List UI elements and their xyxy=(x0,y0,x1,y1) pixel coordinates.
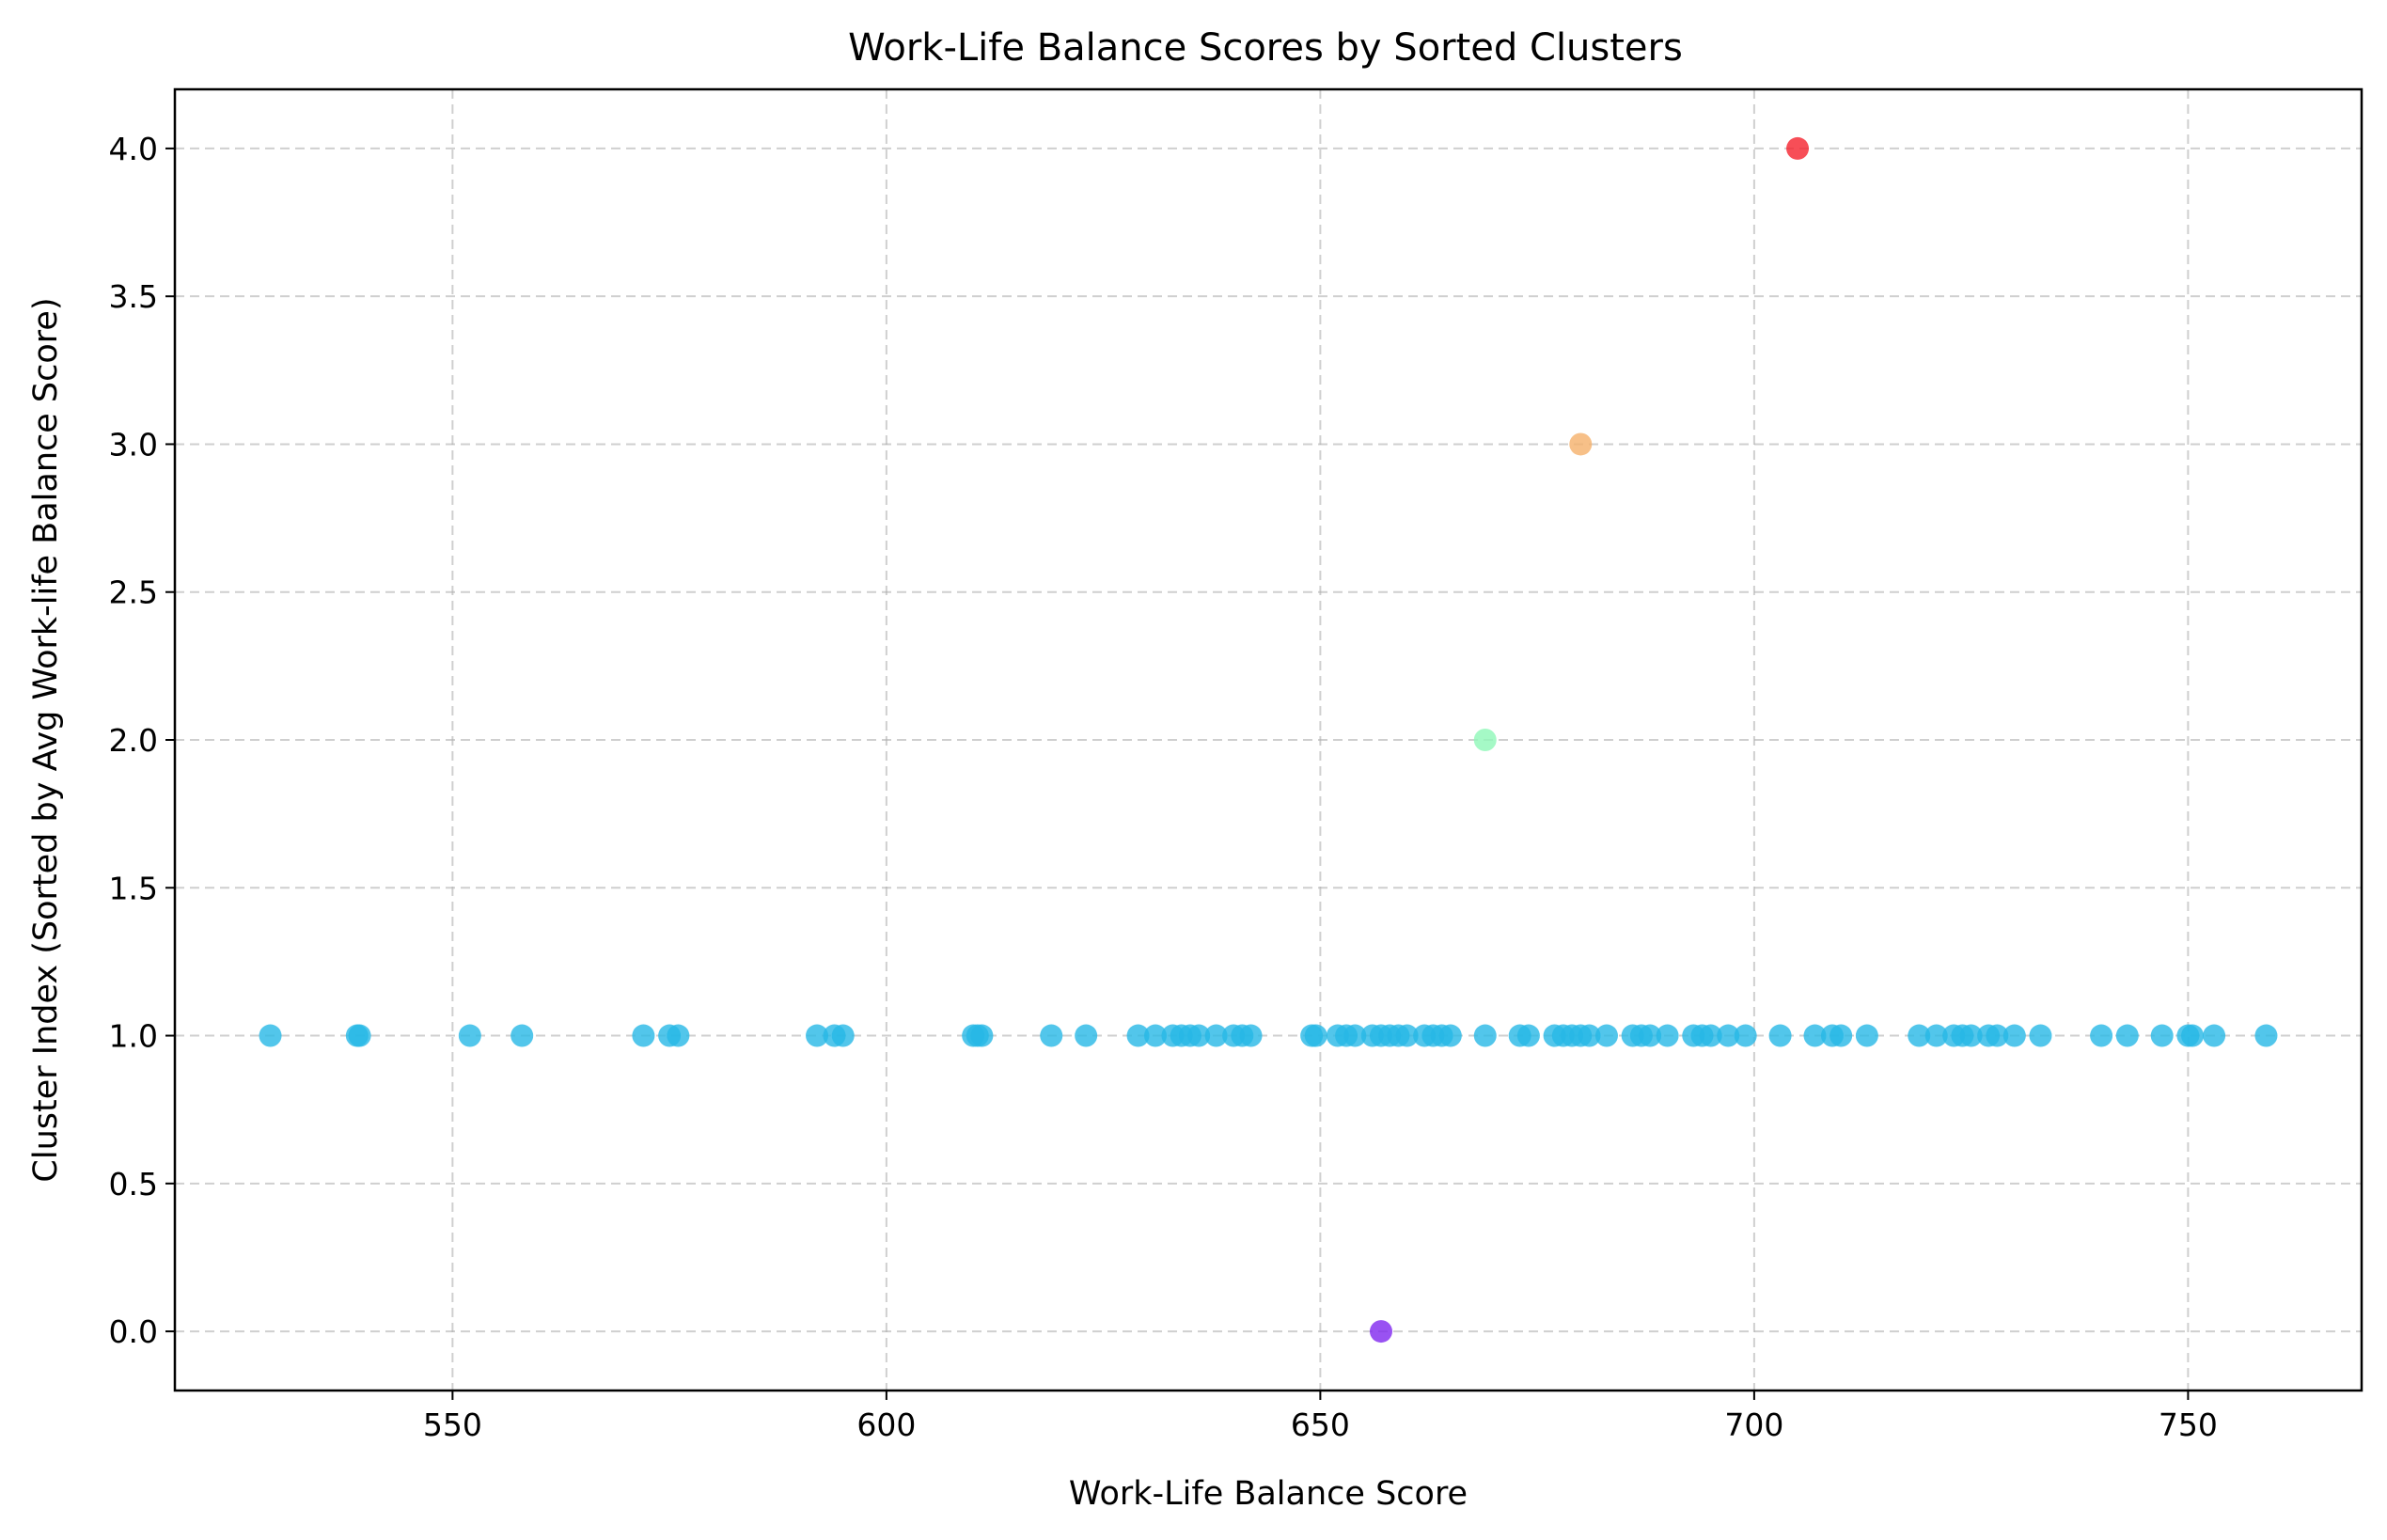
data-point-cluster-1 xyxy=(806,1024,829,1047)
data-point-cluster-1 xyxy=(1717,1024,1740,1047)
data-point-cluster-1 xyxy=(1343,1024,1367,1047)
data-point-cluster-1 xyxy=(831,1024,855,1047)
data-point-cluster-1 xyxy=(1578,1024,1601,1047)
data-point-cluster-1 xyxy=(1830,1024,1853,1047)
y-tick-label: 3.5 xyxy=(109,278,158,315)
data-point-cluster-1 xyxy=(348,1024,371,1047)
data-point-cluster-1 xyxy=(2150,1024,2174,1047)
data-point-cluster-1 xyxy=(1516,1024,1540,1047)
y-tick-label: 2.5 xyxy=(109,574,158,611)
data-point-cluster-1 xyxy=(667,1024,690,1047)
y-tick-label: 1.5 xyxy=(109,870,158,906)
data-point-cluster-1 xyxy=(1855,1024,1878,1047)
y-tick-label: 4.0 xyxy=(109,131,158,167)
data-point-cluster-1 xyxy=(1040,1024,1063,1047)
x-axis-label: Work-Life Balance Score xyxy=(1069,1475,1468,1513)
y-gridlines xyxy=(175,147,2362,1333)
x-axis-ticks: 550 600 650 700 750 xyxy=(423,1391,2218,1443)
data-point-cluster-1 xyxy=(458,1024,481,1047)
data-point-cluster-1 xyxy=(1395,1024,1419,1047)
data-point-cluster-1 xyxy=(1126,1024,1150,1047)
data-points xyxy=(259,136,2278,1344)
y-axis-label: Cluster Index (Sorted by Avg Work-life B… xyxy=(27,297,65,1182)
y-tick-label: 1.0 xyxy=(109,1018,158,1055)
x-tick-label: 700 xyxy=(1724,1406,1783,1443)
x-tick-label: 750 xyxy=(2159,1406,2218,1443)
data-point-cluster-1 xyxy=(1768,1024,1792,1047)
data-point-cluster-1 xyxy=(1959,1024,1983,1047)
data-point-cluster-1 xyxy=(259,1024,282,1047)
data-point-cluster-1 xyxy=(1699,1024,1722,1047)
data-point-cluster-1 xyxy=(1144,1024,1168,1047)
data-point-cluster-2 xyxy=(1473,729,1497,751)
chart-title: Work-Life Balance Scores by Sorted Clust… xyxy=(848,26,1683,70)
data-point-cluster-1 xyxy=(1594,1024,1618,1047)
x-tick-label: 550 xyxy=(423,1406,482,1443)
data-point-cluster-1 xyxy=(632,1024,655,1047)
data-point-cluster-1 xyxy=(1734,1024,1757,1047)
data-point-cluster-1 xyxy=(2002,1024,2026,1047)
data-point-cluster-1 xyxy=(1924,1024,1948,1047)
data-point-cluster-1 xyxy=(1656,1024,1679,1047)
data-point-cluster-1 xyxy=(2181,1024,2205,1047)
data-point-cluster-1 xyxy=(1438,1024,1462,1047)
data-point-cluster-1 xyxy=(510,1024,534,1047)
data-point-cluster-1 xyxy=(1239,1024,1263,1047)
data-point-cluster-1 xyxy=(970,1024,994,1047)
data-point-cluster-1 xyxy=(1473,1024,1497,1047)
data-point-cluster-1 xyxy=(1204,1024,1228,1047)
data-point-cluster-1 xyxy=(1803,1024,1827,1047)
y-tick-label: 2.0 xyxy=(109,722,158,759)
y-tick-label: 3.0 xyxy=(109,426,158,463)
data-point-cluster-0 xyxy=(1369,1320,1392,1344)
data-point-cluster-1 xyxy=(1075,1024,1098,1047)
data-point-cluster-1 xyxy=(1304,1024,1327,1047)
y-tick-label: 0.5 xyxy=(109,1166,158,1202)
data-point-cluster-1 xyxy=(1639,1024,1662,1047)
y-axis-ticks: 0.0 0.5 1.0 1.5 2.0 2.5 3.0 3.5 4.0 xyxy=(109,131,175,1350)
data-point-cluster-1 xyxy=(2254,1024,2278,1047)
data-point-cluster-1 xyxy=(2203,1024,2226,1047)
data-point-cluster-1 xyxy=(1187,1024,1211,1047)
data-point-cluster-1 xyxy=(1908,1024,1931,1047)
x-tick-label: 600 xyxy=(856,1406,916,1443)
data-point-cluster-1 xyxy=(2029,1024,2052,1047)
data-point-cluster-1 xyxy=(2090,1024,2113,1047)
data-point-cluster-1 xyxy=(2115,1024,2139,1047)
x-tick-label: 650 xyxy=(1291,1406,1350,1443)
data-point-cluster-4 xyxy=(1786,136,1810,160)
y-tick-label: 0.0 xyxy=(109,1313,158,1350)
data-point-cluster-3 xyxy=(1569,432,1593,456)
data-point-cluster-1 xyxy=(1986,1024,2009,1047)
